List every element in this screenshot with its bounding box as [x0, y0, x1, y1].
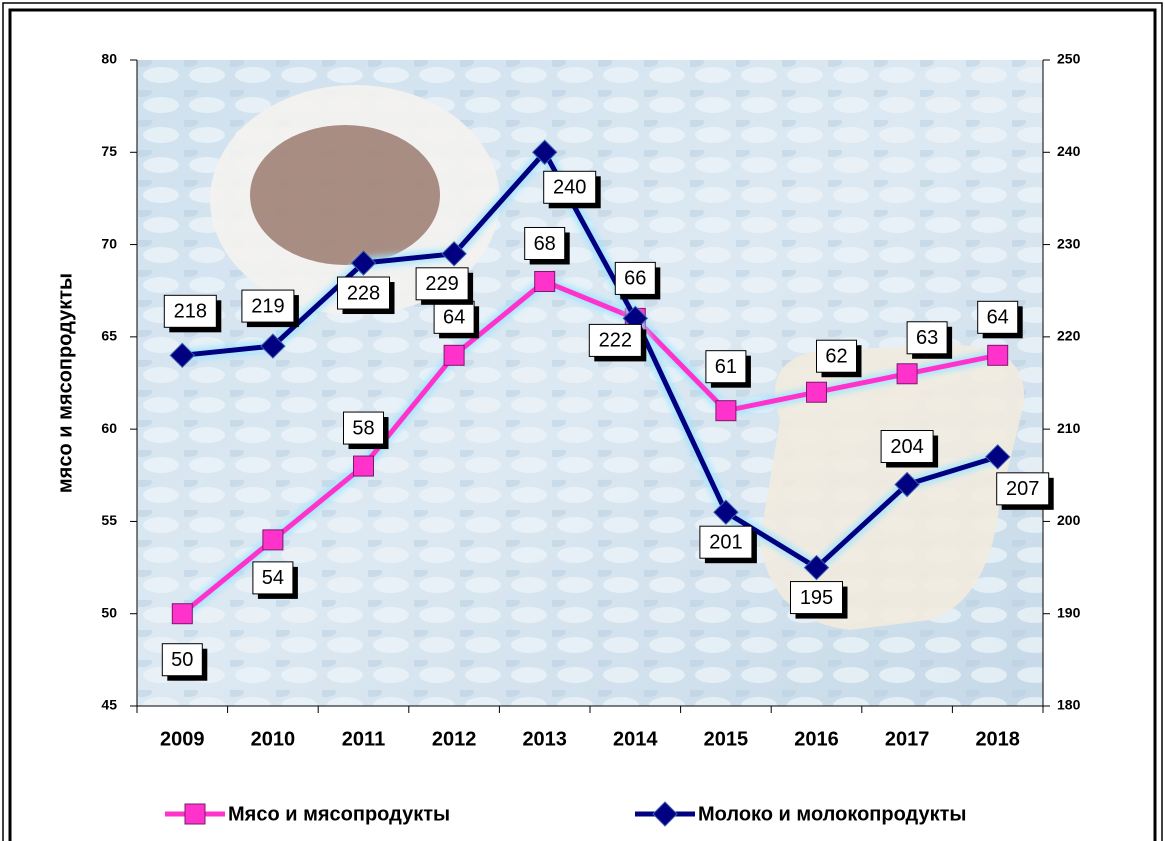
- marker: [185, 804, 205, 824]
- marker: [172, 604, 192, 624]
- y2-tick-label: 240: [1057, 143, 1081, 159]
- marker: [988, 345, 1008, 365]
- y-tick-label: 60: [101, 420, 117, 436]
- y-axis-label: мясо и мясопродукты: [54, 273, 76, 493]
- x-tick-label: 2016: [794, 728, 839, 750]
- data-label: 218: [174, 301, 207, 323]
- marker: [444, 345, 464, 365]
- data-label: 63: [916, 327, 938, 349]
- data-label: 222: [599, 330, 632, 352]
- y-tick-label: 50: [101, 604, 117, 620]
- x-tick-label: 2014: [613, 728, 658, 750]
- x-tick-label: 2013: [522, 728, 567, 750]
- data-label: 204: [890, 436, 923, 458]
- chart: мясо и мясопродукты 45 50 55 60 65 70 75 80 180 1…: [0, 0, 1165, 841]
- data-label: 201: [709, 531, 742, 553]
- y2-tick-label: 190: [1057, 604, 1081, 620]
- x-tick-label: 2009: [160, 728, 205, 750]
- data-label: 62: [825, 346, 847, 368]
- y2-tick-label: 220: [1057, 328, 1081, 344]
- marker: [897, 364, 917, 384]
- y2-tick-label: 180: [1057, 697, 1081, 713]
- data-label: 195: [800, 587, 833, 609]
- y-tick-label: 55: [101, 512, 117, 528]
- y2-tick-label: 230: [1057, 235, 1081, 251]
- data-label: 228: [347, 282, 380, 304]
- marker: [653, 802, 677, 826]
- y-tick-label: 80: [101, 51, 117, 67]
- y-tick-label: 70: [101, 235, 117, 251]
- y-tick-label: 45: [101, 697, 117, 713]
- data-label: 66: [624, 268, 646, 290]
- legend-label: Мясо и мясопродукты: [228, 803, 450, 825]
- data-label: 58: [352, 417, 374, 439]
- x-tick-label: 2010: [251, 728, 296, 750]
- y2-tick-label: 210: [1057, 420, 1081, 436]
- x-tick-label: 2017: [885, 728, 930, 750]
- data-label: 54: [262, 567, 284, 589]
- marker: [807, 382, 827, 402]
- data-label: 207: [1006, 478, 1039, 500]
- data-label: 64: [987, 307, 1009, 329]
- data-label: 50: [171, 649, 193, 671]
- y-tick-label: 65: [101, 328, 117, 344]
- data-label: 229: [425, 273, 458, 295]
- marker: [263, 530, 283, 550]
- marker: [535, 271, 555, 291]
- x-tick-label: 2015: [704, 728, 749, 750]
- data-label: 64: [443, 307, 465, 329]
- data-label: 68: [534, 233, 556, 255]
- x-tick-label: 2018: [975, 728, 1020, 750]
- marker: [716, 401, 736, 421]
- data-label: 219: [251, 295, 284, 317]
- x-tick-label: 2012: [432, 728, 477, 750]
- marker: [354, 456, 374, 476]
- y2-tick-label: 250: [1057, 51, 1081, 67]
- legend-label: Молоко и молокопродукты: [698, 803, 966, 825]
- x-tick-label: 2011: [342, 728, 385, 750]
- y2-tick-label: 200: [1057, 512, 1081, 528]
- y-tick-label: 75: [101, 143, 117, 159]
- data-label: 240: [553, 177, 586, 199]
- data-label: 61: [715, 356, 737, 378]
